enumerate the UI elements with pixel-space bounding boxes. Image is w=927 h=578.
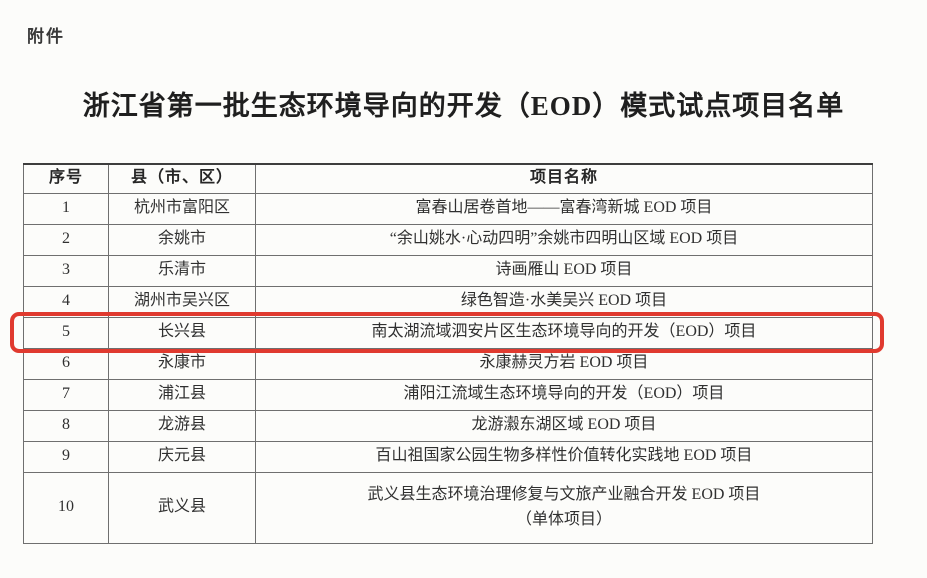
row-project: 武义县生态环境治理修复与文旅产业融合开发 EOD 项目 （单体项目）	[255, 471, 873, 544]
column-header-county: 县（市、区）	[108, 163, 256, 194]
row-number: 9	[23, 440, 109, 473]
row-county: 乐清市	[108, 254, 256, 287]
table-row: 6 永康市 永康赫灵方岩 EOD 项目	[23, 347, 873, 380]
row-county: 长兴县	[108, 316, 256, 349]
row-county: 浦江县	[108, 378, 256, 411]
table-row: 7 浦江县 浦阳江流域生态环境导向的开发（EOD）项目	[23, 378, 873, 411]
row-project: “余山姚水·心动四明”余姚市四明山区域 EOD 项目	[255, 223, 873, 256]
row-county: 余姚市	[108, 223, 256, 256]
row-county: 龙游县	[108, 409, 256, 442]
table-header: 序号 县（市、区） 项目名称	[23, 163, 873, 194]
row-project: 富春山居卷首地——富春湾新城 EOD 项目	[255, 192, 873, 225]
row-number: 2	[23, 223, 109, 256]
row-county: 杭州市富阳区	[108, 192, 256, 225]
row-project: 南太湖流域泗安片区生态环境导向的开发（EOD）项目	[255, 316, 873, 349]
row-project: 绿色智造·水美吴兴 EOD 项目	[255, 285, 873, 318]
row-county: 武义县	[108, 471, 256, 544]
row-number: 7	[23, 378, 109, 411]
row-county: 湖州市吴兴区	[108, 285, 256, 318]
row-number: 8	[23, 409, 109, 442]
row-number: 1	[23, 192, 109, 225]
row-number: 10	[23, 471, 109, 544]
column-header-project: 项目名称	[255, 163, 873, 194]
table-row: 2 余姚市 “余山姚水·心动四明”余姚市四明山区域 EOD 项目	[23, 223, 873, 256]
table-row: 9 庆元县 百山祖国家公园生物多样性价值转化实践地 EOD 项目	[23, 440, 873, 473]
table-body: 1 杭州市富阳区 富春山居卷首地——富春湾新城 EOD 项目 2 余姚市 “余山姚水·心动…	[23, 192, 873, 544]
table-header-row: 序号 县（市、区） 项目名称	[23, 163, 873, 194]
table-row: 1 杭州市富阳区 富春山居卷首地——富春湾新城 EOD 项目	[23, 192, 873, 225]
row-project: 龙游瀫东湖区域 EOD 项目	[255, 409, 873, 442]
row-county: 永康市	[108, 347, 256, 380]
table-row: 8 龙游县 龙游瀫东湖区域 EOD 项目	[23, 409, 873, 442]
row-number: 6	[23, 347, 109, 380]
row-project: 浦阳江流域生态环境导向的开发（EOD）项目	[255, 378, 873, 411]
row-county: 庆元县	[108, 440, 256, 473]
row-number: 5	[23, 316, 109, 349]
page-title: 浙江省第一批生态环境导向的开发（EOD）模式试点项目名单	[82, 91, 845, 121]
row-project: 百山祖国家公园生物多样性价值转化实践地 EOD 项目	[255, 440, 873, 473]
row-project: 诗画雁山 EOD 项目	[255, 254, 873, 287]
table-row: 3 乐清市 诗画雁山 EOD 项目	[23, 254, 873, 287]
row-project: 永康赫灵方岩 EOD 项目	[255, 347, 873, 380]
attachment-label: 附件	[27, 27, 65, 46]
table-row: 4 湖州市吴兴区 绿色智造·水美吴兴 EOD 项目	[23, 285, 873, 318]
project-table: 序号 县（市、区） 项目名称 1 杭州市富阳区 富春山居卷首地——富春湾新城 EOD…	[23, 163, 873, 544]
table-row: 5 长兴县 南太湖流域泗安片区生态环境导向的开发（EOD）项目	[23, 316, 873, 349]
row-number: 3	[23, 254, 109, 287]
row-number: 4	[23, 285, 109, 318]
column-header-no: 序号	[23, 163, 109, 194]
table-row: 10 武义县 武义县生态环境治理修复与文旅产业融合开发 EOD 项目 （单体项目）	[23, 471, 873, 544]
